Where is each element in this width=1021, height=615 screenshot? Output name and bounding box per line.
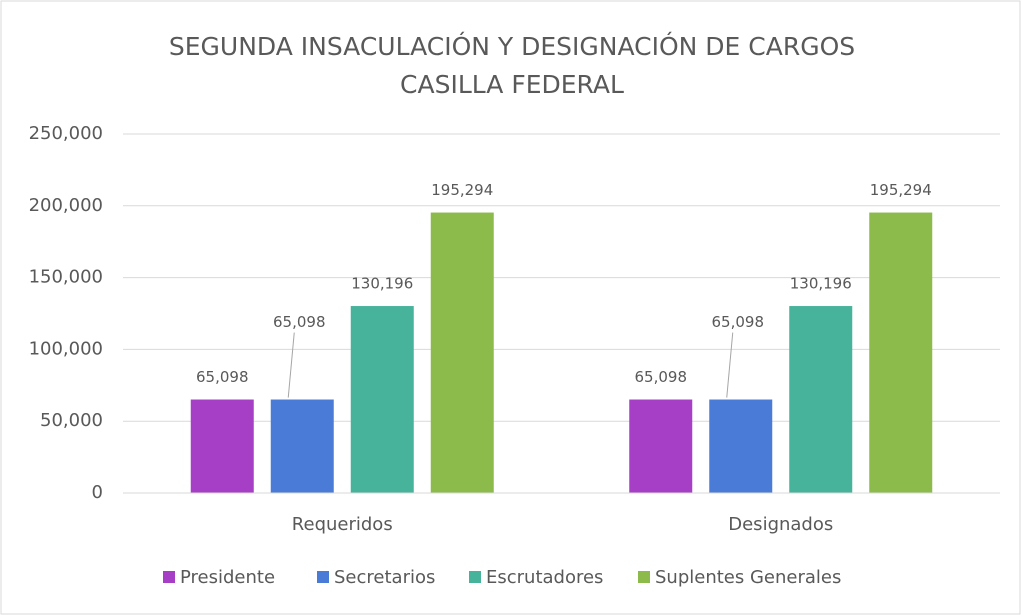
bar — [350, 306, 414, 493]
chart-title: SEGUNDA INSACULACIÓN Y DESIGNACIÓN DE CA… — [169, 31, 855, 61]
bar — [709, 399, 773, 493]
bar — [789, 306, 853, 493]
data-label: 130,196 — [790, 275, 852, 293]
data-label: 195,294 — [870, 181, 932, 199]
legend-swatch — [317, 571, 329, 583]
y-tick-label: 200,000 — [29, 195, 103, 216]
x-tick-label: Designados — [728, 514, 833, 535]
bar — [190, 399, 254, 493]
bar — [629, 399, 693, 493]
chart-title: CASILLA FEDERAL — [400, 70, 624, 99]
bar — [869, 212, 933, 494]
data-label: 195,294 — [431, 181, 493, 199]
y-tick-label: 50,000 — [40, 410, 103, 431]
legend-swatch — [469, 571, 481, 583]
bar — [270, 399, 334, 493]
x-tick-label: Requeridos — [292, 514, 393, 535]
legend-swatch — [163, 571, 175, 583]
data-label: 65,098 — [273, 313, 326, 331]
y-tick-label: 100,000 — [29, 338, 103, 359]
y-tick-label: 250,000 — [29, 123, 103, 144]
legend-label: Secretarios — [334, 567, 435, 588]
leader-line — [287, 332, 295, 398]
data-label: 65,098 — [196, 368, 249, 386]
legend-label: Suplentes Generales — [655, 567, 841, 588]
data-label: 130,196 — [351, 275, 413, 293]
y-tick-label: 150,000 — [29, 267, 103, 288]
data-label: 65,098 — [635, 368, 688, 386]
legend-swatch — [638, 571, 650, 583]
bar — [430, 212, 494, 494]
legend-label: Presidente — [180, 567, 275, 588]
leader-line — [726, 332, 734, 398]
y-tick-label: 0 — [92, 482, 103, 503]
legend-label: Escrutadores — [486, 567, 603, 588]
data-label: 65,098 — [712, 313, 765, 331]
